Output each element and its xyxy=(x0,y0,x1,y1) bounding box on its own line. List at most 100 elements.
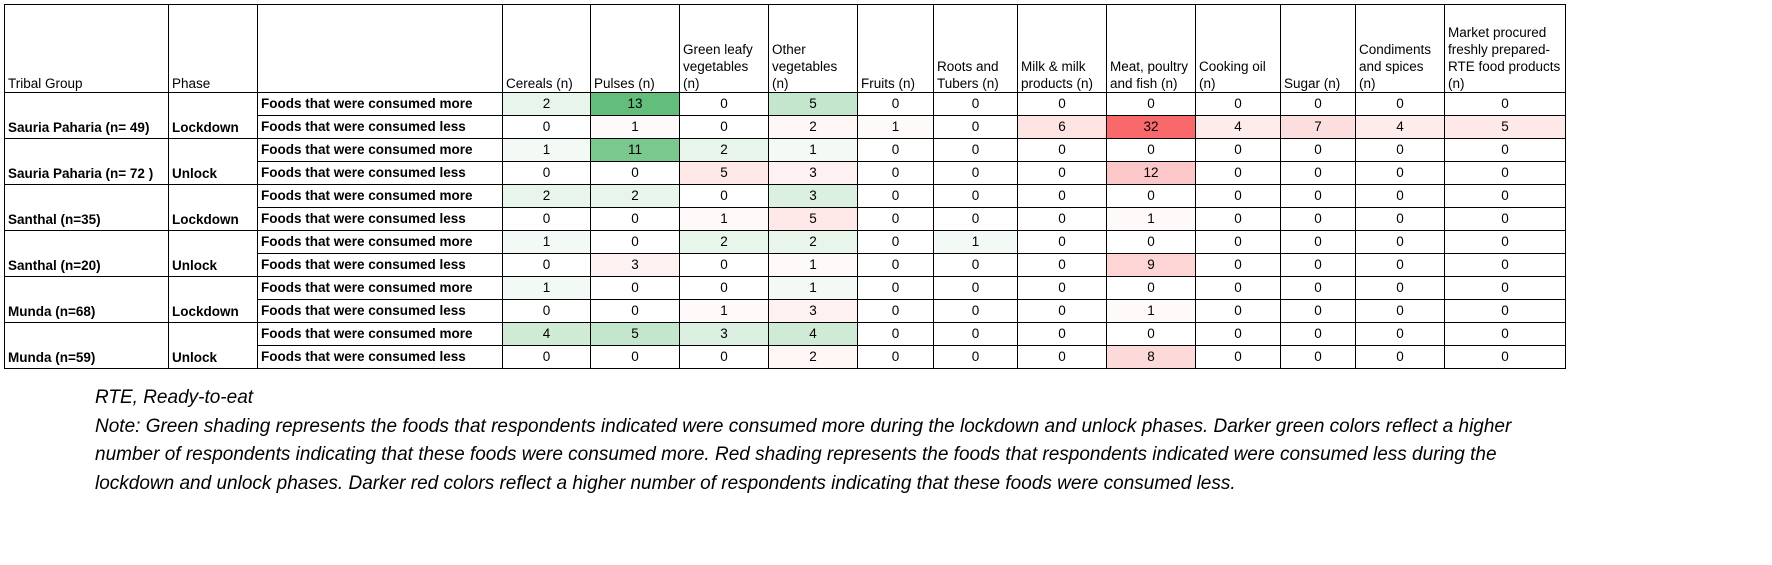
data-row: Santhal (n=35) Lockdown Foods that were co… xyxy=(4,184,1566,231)
value-cell: 0 xyxy=(1444,299,1566,323)
value-cell: 6 xyxy=(1017,115,1107,139)
value-cell: 0 xyxy=(1106,276,1196,300)
row-label: Foods that were consumed more xyxy=(257,322,503,346)
value-cell: 12 xyxy=(1106,161,1196,185)
note: RTE, Ready-to-eat xyxy=(95,387,254,408)
value-cell: 5 xyxy=(590,322,680,346)
value-cell: 0 xyxy=(1444,92,1566,116)
value-cell: 1 xyxy=(1106,207,1196,231)
header-cell: Market procured freshly prepared-RTE foo… xyxy=(1444,4,1566,93)
value-cell: 4 xyxy=(768,322,858,346)
value-cell: 0 xyxy=(1355,322,1445,346)
value-cell: 7 xyxy=(1280,115,1356,139)
value-cell: 0 xyxy=(502,115,591,139)
phase-cell: Unlock xyxy=(168,230,258,277)
value-cell: 1 xyxy=(679,299,769,323)
value-cell: 0 xyxy=(933,138,1018,162)
value-cell: 0 xyxy=(857,207,934,231)
value-cell: 0 xyxy=(1106,138,1196,162)
row-label: Foods that were consumed less xyxy=(257,253,503,277)
value-cell: 0 xyxy=(1195,299,1281,323)
value-cell: 2 xyxy=(768,345,858,369)
value-cell: 0 xyxy=(502,299,591,323)
value-cell: 3 xyxy=(590,253,680,277)
value-cell: 2 xyxy=(679,138,769,162)
value-cell: 0 xyxy=(1444,322,1566,346)
value-cell: 0 xyxy=(1017,138,1107,162)
header-cell: Other vegetables (n) xyxy=(768,4,858,93)
phase-cell: Unlock xyxy=(168,322,258,369)
value-cell: 1 xyxy=(933,230,1018,254)
value-cell: 0 xyxy=(933,253,1018,277)
value-cell: 5 xyxy=(768,92,858,116)
value-cell: 0 xyxy=(1195,253,1281,277)
data-row: Munda (n=68) Lockdown Foods that were cons… xyxy=(4,276,1566,323)
value-cell: 0 xyxy=(1195,92,1281,116)
value-cell: 0 xyxy=(1355,184,1445,208)
value-cell: 0 xyxy=(933,345,1018,369)
value-cell: 5 xyxy=(1444,115,1566,139)
header-cell: Sugar (n) xyxy=(1280,4,1356,93)
header-cell: Fruits (n) xyxy=(857,4,934,93)
value-cell: 0 xyxy=(502,161,591,185)
value-cell: 0 xyxy=(1280,230,1356,254)
value-cell: 0 xyxy=(1280,138,1356,162)
header-cell: Milk & milk products (n) xyxy=(1017,4,1107,93)
table-body: Sauria Paharia (n= 49) Lockdown Foods that… xyxy=(4,92,1566,369)
value-cell: 0 xyxy=(679,92,769,116)
value-cell: 0 xyxy=(1355,345,1445,369)
data-row: Foods that were consumed less 0 3 0 1 0 0 0 9 0 0 0… xyxy=(5,253,1566,277)
value-cell: 0 xyxy=(1355,299,1445,323)
value-cell: 0 xyxy=(1355,92,1445,116)
value-cell: 0 xyxy=(590,345,680,369)
value-cell: 0 xyxy=(679,253,769,277)
value-cell: 0 xyxy=(679,184,769,208)
data-row: Foods that were consumed less 0 0 1 5 0 0 0 1 0 0 0… xyxy=(5,207,1566,231)
value-cell: 0 xyxy=(933,276,1018,300)
value-cell: 0 xyxy=(502,253,591,277)
value-cell: 0 xyxy=(1195,276,1281,300)
phase-cell: Lockdown xyxy=(168,276,258,323)
value-cell: 2 xyxy=(502,184,591,208)
group-cell: Munda (n=59) xyxy=(4,322,169,369)
row-label: Foods that were consumed less xyxy=(257,115,503,139)
data-row: Sauria Paharia (n= 72 ) Unlock Foods that … xyxy=(4,138,1566,185)
header-cell: Green leafy vegetables (n) xyxy=(679,4,769,93)
value-cell: 0 xyxy=(1106,184,1196,208)
value-cell: 0 xyxy=(1106,92,1196,116)
notes: RTE, Ready-to-eat Note: Green shading rep… xyxy=(95,384,1545,498)
value-cell: 0 xyxy=(857,184,934,208)
row-label: Foods that were consumed more xyxy=(257,92,503,116)
value-cell: 4 xyxy=(502,322,591,346)
value-cell: 0 xyxy=(502,207,591,231)
value-cell: 3 xyxy=(679,322,769,346)
row-label: Foods that were consumed less xyxy=(257,207,503,231)
value-cell: 0 xyxy=(590,299,680,323)
value-cell: 3 xyxy=(768,161,858,185)
data-row: Santhal (n=20) Unlock Foods that were cons… xyxy=(4,230,1566,277)
value-cell: 5 xyxy=(768,207,858,231)
note: Note: Green shading represents the foods… xyxy=(95,415,1512,494)
value-cell: 0 xyxy=(1444,345,1566,369)
value-cell: 0 xyxy=(933,92,1018,116)
group-cell: Santhal (n=20) xyxy=(4,230,169,277)
value-cell: 0 xyxy=(1195,207,1281,231)
value-cell: 2 xyxy=(768,230,858,254)
value-cell: 0 xyxy=(1355,138,1445,162)
value-cell: 0 xyxy=(933,115,1018,139)
row-label: Foods that were consumed less xyxy=(257,345,503,369)
value-cell: 2 xyxy=(679,230,769,254)
header-cell: Tribal Group xyxy=(4,4,169,93)
value-cell: 0 xyxy=(857,253,934,277)
value-cell: 0 xyxy=(590,276,680,300)
value-cell: 0 xyxy=(1017,345,1107,369)
value-cell: 0 xyxy=(1444,276,1566,300)
value-cell: 1 xyxy=(1106,299,1196,323)
header-cell: Pulses (n) xyxy=(590,4,680,93)
value-cell: 0 xyxy=(1280,322,1356,346)
value-cell: 0 xyxy=(1280,345,1356,369)
value-cell: 0 xyxy=(1355,230,1445,254)
row-label: Foods that were consumed more xyxy=(257,138,503,162)
data-row: Munda (n=59) Unlock Foods that were consum… xyxy=(4,322,1566,369)
